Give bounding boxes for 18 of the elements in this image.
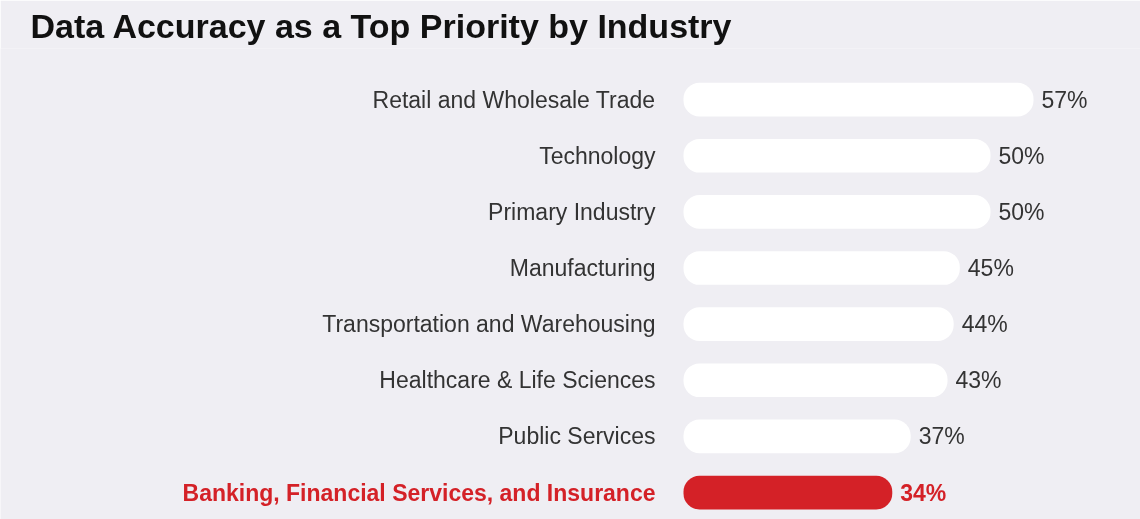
- y-tick-label: Primary Industry: [488, 198, 656, 225]
- data-label: 43%: [955, 367, 1002, 394]
- data-label: 45%: [967, 255, 1014, 281]
- y-tick-label: Technology: [539, 142, 656, 169]
- data-label: 50%: [998, 142, 1045, 169]
- y-tick-label: Healthcare & Life Sciences: [379, 367, 656, 394]
- data-label: 50%: [998, 198, 1045, 225]
- y-tick-label: Public Services: [498, 423, 656, 450]
- data-label: 57%: [1041, 86, 1088, 113]
- data-label: 34%: [900, 479, 947, 506]
- bar: [683, 475, 893, 510]
- y-tick-label: Banking, Financial Services, and Insurance: [182, 479, 656, 506]
- text: Data Accuracy as a Top Priority by Industry: [30, 6, 732, 45]
- data-label: 37%: [918, 423, 965, 450]
- y-tick-label: Manufacturing: [509, 255, 656, 281]
- y-tick-label: Transportation and Warehousing: [322, 311, 656, 338]
- data-label: 44%: [961, 311, 1008, 338]
- y-tick-label: Retail and Wholesale Trade: [372, 86, 656, 113]
